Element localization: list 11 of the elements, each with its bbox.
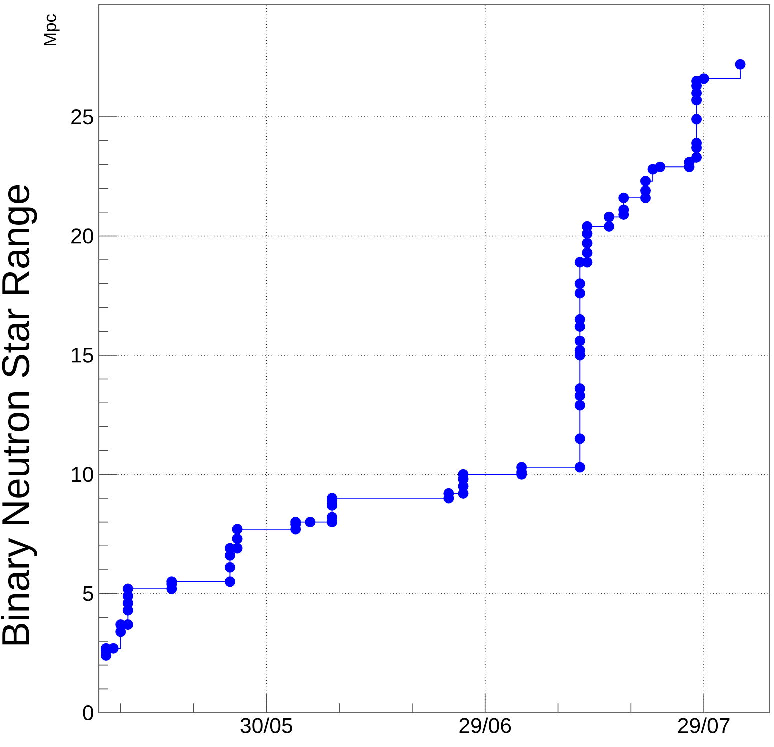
y-tick-label: 5: [83, 586, 94, 602]
y-tick-label: 15: [72, 348, 94, 363]
text: Mpc: [44, 14, 60, 46]
y-tick-label: 25: [72, 109, 94, 125]
x-tick-label: 29/06: [460, 718, 512, 734]
x-tick-label: 30/05: [240, 718, 292, 734]
y-tick-label: 10: [72, 467, 94, 482]
x-tick-label: 29/07: [678, 718, 730, 734]
y-tick-label: 20: [72, 228, 94, 244]
y-tick-label: 0: [83, 705, 94, 721]
y-axis-title: Binary Neutron Star Range: [1, 185, 38, 645]
